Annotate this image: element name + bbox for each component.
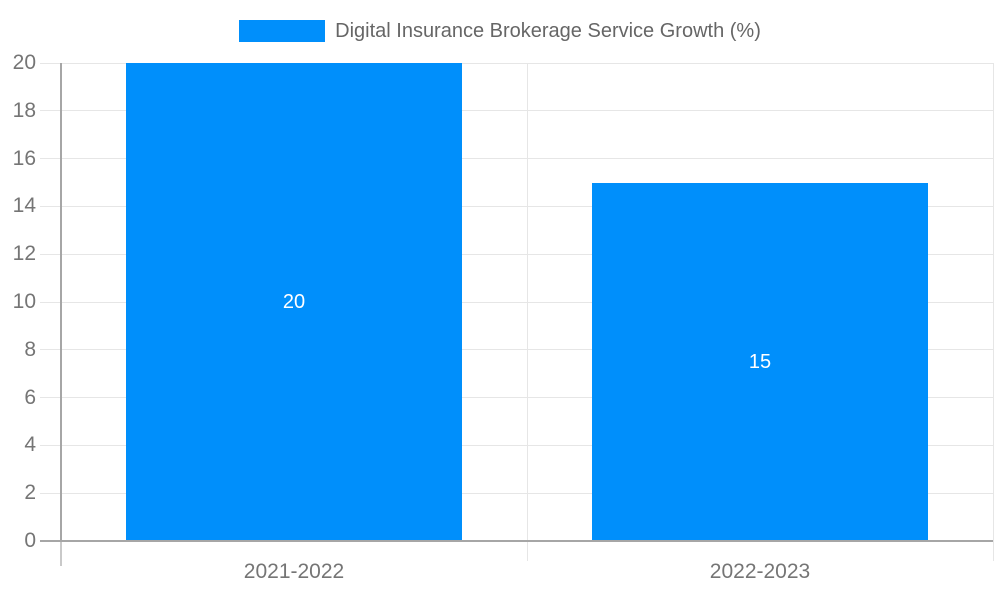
bar-value-label: 15: [748, 350, 772, 373]
category-boundary-line: [992, 63, 994, 561]
bar-2022-2023[interactable]: 15: [592, 182, 928, 541]
legend-swatch-icon: [239, 20, 326, 42]
gridline-y-16: [40, 158, 993, 160]
gridline-y-20: [40, 62, 993, 64]
legend-label: Digital Insurance Brokerage Service Grow…: [335, 20, 761, 42]
bar-2021-2022[interactable]: 20: [126, 63, 462, 541]
y-axis-tick-label: 18: [12, 98, 36, 122]
chart-legend[interactable]: Digital Insurance Brokerage Service Grow…: [0, 19, 1000, 43]
y-axis-tick-label: 14: [12, 194, 36, 218]
y-axis-tick-label: 8: [24, 337, 36, 361]
category-boundary-line: [526, 63, 528, 561]
gridline-y-10: [40, 301, 993, 303]
gridline-y-6: [40, 397, 993, 399]
x-axis-category-label: 2022-2023: [709, 560, 811, 583]
x-axis-category-label: 2021-2022: [243, 560, 345, 583]
gridline-y-8: [40, 349, 993, 351]
gridline-y-18: [40, 110, 993, 112]
y-axis-tick-label: 10: [12, 290, 36, 313]
y-axis-tick-label: 20: [12, 51, 36, 74]
y-axis-tick-label: 0: [24, 529, 36, 552]
y-axis-tick-label: 4: [24, 433, 36, 457]
y-axis-tick-label: 12: [12, 242, 36, 266]
y-axis-line: [60, 63, 62, 541]
gridline-y-12: [40, 253, 993, 255]
bar-value-label: 20: [282, 291, 306, 313]
gridline-y-4: [40, 444, 993, 446]
x-axis-line: [40, 540, 993, 542]
y-axis-tick-below: [60, 541, 62, 566]
y-axis-tick-label: 16: [12, 146, 36, 170]
y-axis-tick-label: 6: [24, 385, 36, 409]
gridline-y-14: [40, 205, 993, 207]
gridline-y-2: [40, 492, 993, 494]
y-axis-tick-label: 2: [24, 481, 36, 505]
